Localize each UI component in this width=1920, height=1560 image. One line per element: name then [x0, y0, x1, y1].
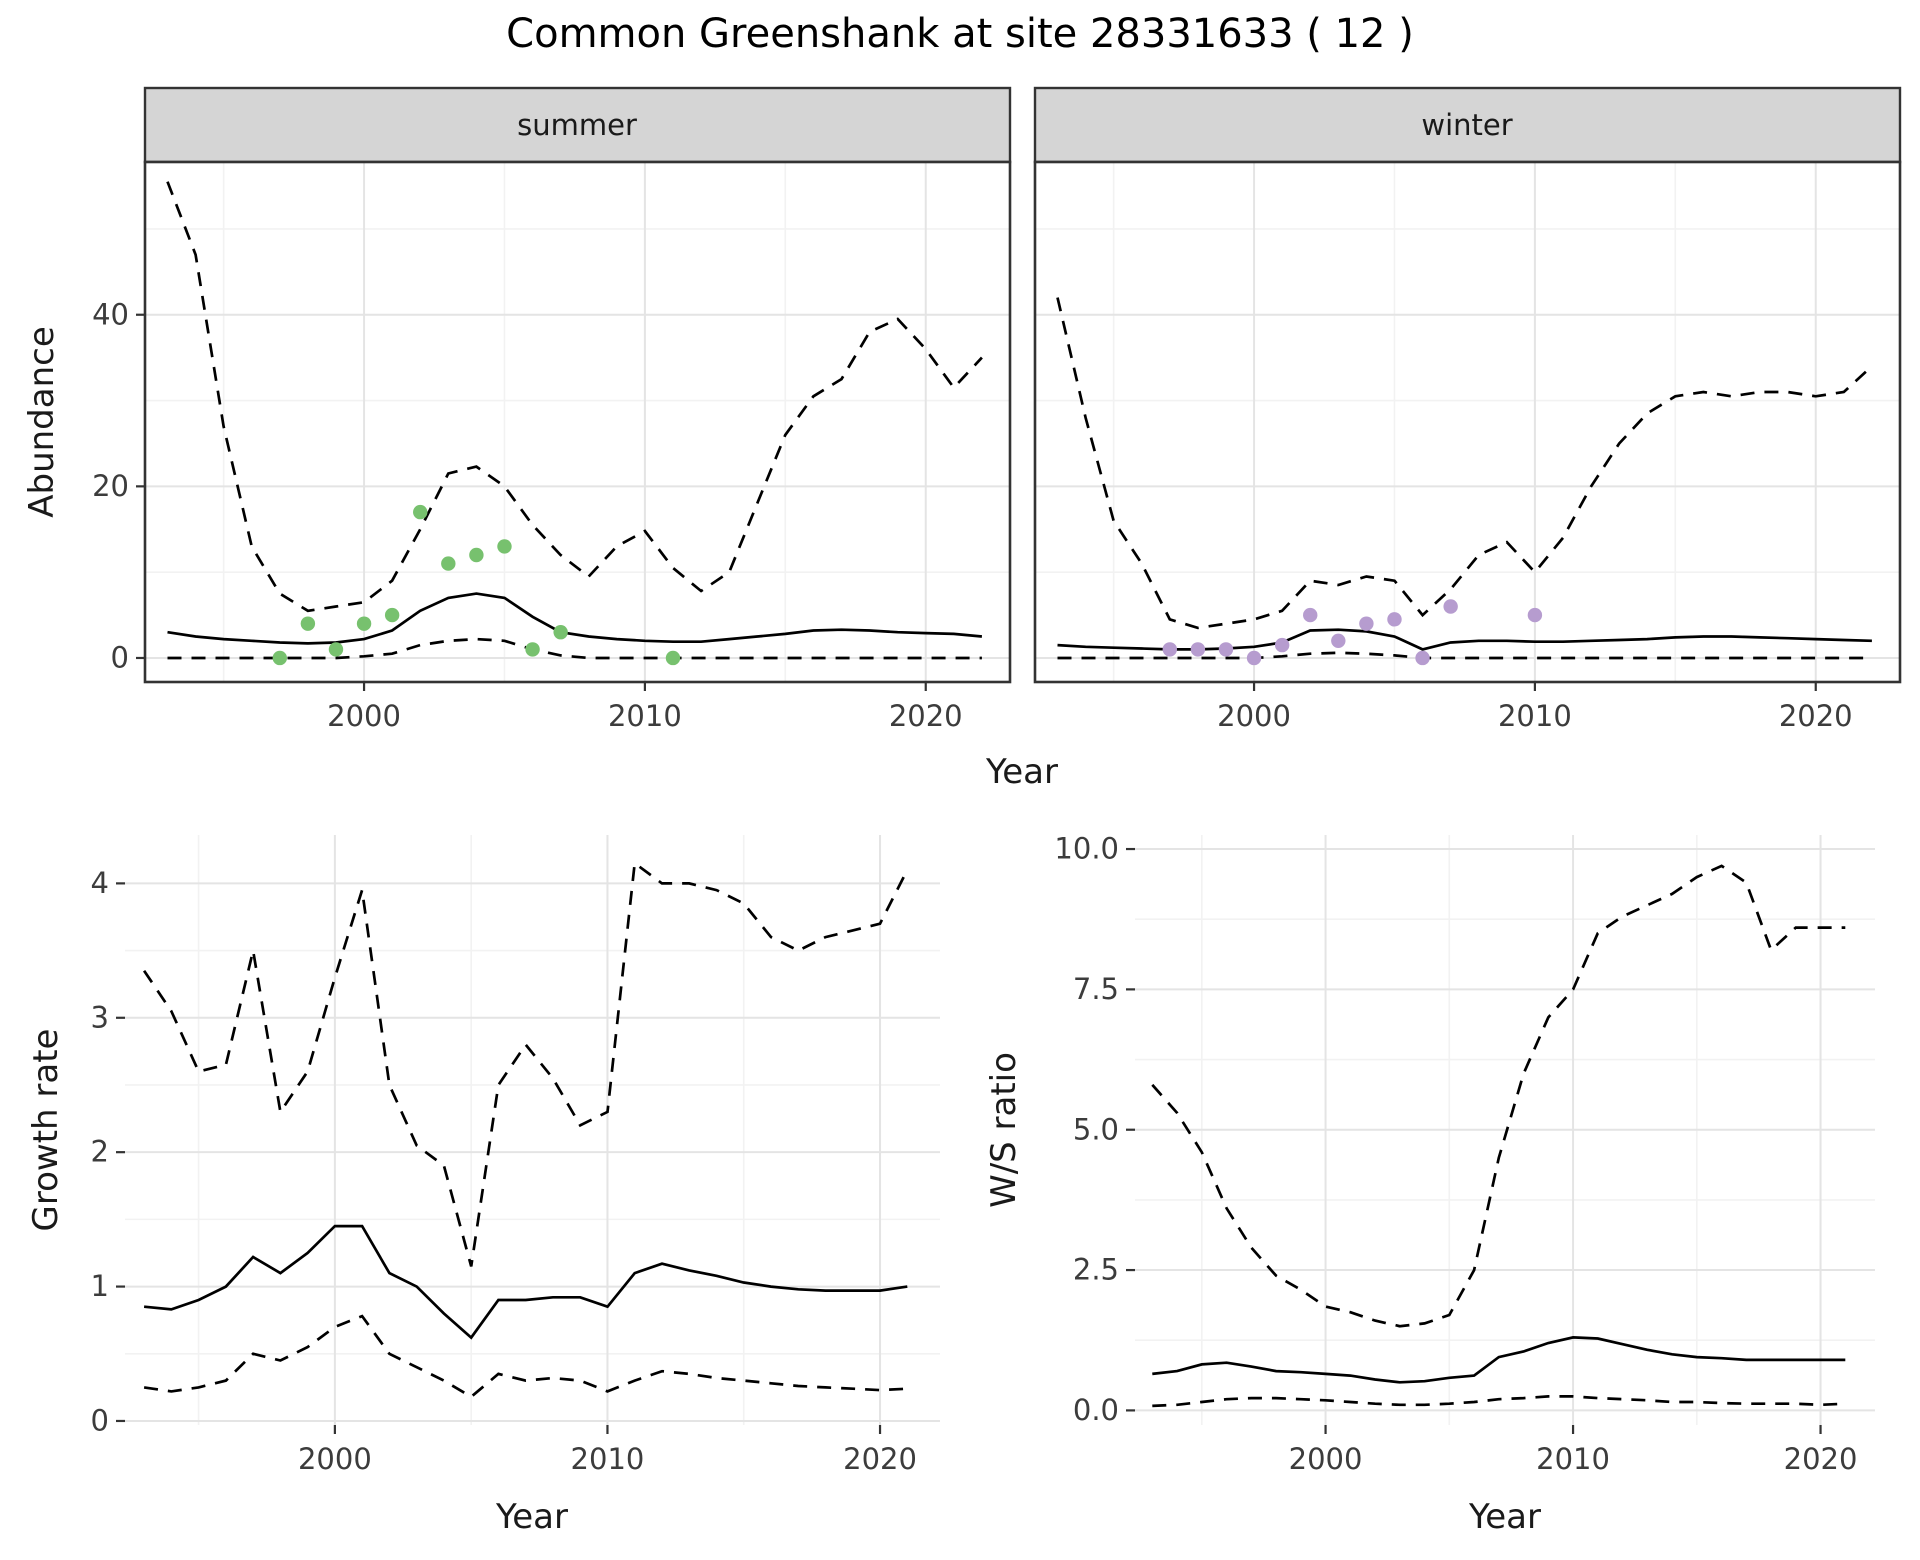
panel-border-winter	[1033, 160, 1902, 684]
observation-point-winter	[1415, 650, 1430, 666]
x-tick-label: 2000	[1217, 699, 1291, 733]
facet-strip-winter: winter	[1421, 108, 1513, 142]
panel-background-summer	[145, 162, 1010, 682]
series-lower_95ci-winter	[1057, 651, 1872, 660]
x-tick-label: 2000	[327, 699, 401, 733]
top-year-axis-title: Year	[986, 752, 1058, 792]
growth-rate-axis-title: Growth rate	[26, 1028, 66, 1232]
observation-point-winter	[1527, 607, 1543, 623]
y-tick-label: 2	[91, 1135, 109, 1169]
series-upper_95ci-winter	[1056, 297, 1873, 630]
observation-point-winter	[1246, 650, 1262, 666]
observation-point-winter	[1274, 637, 1290, 653]
ratio-year-axis-title: Year	[1469, 1497, 1541, 1537]
panel-background-growth	[125, 835, 940, 1425]
observation-point-winter	[1331, 633, 1346, 649]
x-tick-label: 2020	[1784, 1442, 1858, 1476]
observation-point-summer	[384, 607, 400, 623]
panel-border-summer	[143, 160, 1012, 684]
observation-point-winter	[1303, 607, 1318, 623]
x-tick-label: 2010	[608, 699, 682, 733]
series-mean-growth	[143, 1224, 908, 1340]
series-lower_95ci-summer	[167, 637, 982, 660]
ws-ratio-axis-title: W/S ratio	[984, 1052, 1024, 1208]
x-tick-label: 2010	[571, 1442, 645, 1476]
x-tick-label: 2020	[889, 699, 963, 733]
observation-point-summer	[300, 616, 316, 631]
observation-point-winter	[1443, 599, 1458, 614]
observation-point-summer	[497, 539, 512, 554]
observation-point-summer	[469, 547, 484, 563]
y-tick-label: 1	[91, 1269, 109, 1303]
observation-point-summer	[413, 504, 428, 520]
y-tick-label: 7.5	[1073, 972, 1119, 1006]
x-tick-label: 2000	[298, 1442, 372, 1476]
y-tick-label: 2.5	[1073, 1253, 1119, 1287]
observation-point-summer	[272, 650, 288, 666]
observation-point-summer	[665, 650, 681, 666]
growth-year-axis-title: Year	[496, 1497, 568, 1537]
y-tick-label: 0	[111, 641, 129, 675]
observation-point-summer	[356, 616, 372, 631]
abundance-axis-title: Abundance	[22, 326, 62, 518]
observation-point-summer	[441, 556, 456, 571]
observation-point-summer	[553, 625, 568, 640]
series-upper_95ci-summer	[166, 181, 983, 613]
y-tick-label: 5.0	[1073, 1112, 1119, 1146]
y-tick-label: 3	[91, 1000, 109, 1034]
observation-point-summer	[328, 642, 344, 657]
facet-strip-summer	[143, 86, 1012, 164]
observation-point-winter	[1218, 642, 1234, 657]
y-tick-label: 20	[92, 469, 129, 503]
series-mean-ratio	[1152, 1336, 1846, 1384]
observation-point-summer	[525, 642, 540, 657]
y-tick-label: 0	[91, 1404, 109, 1438]
x-tick-label: 2010	[1498, 699, 1572, 733]
series-lower_95ci-growth	[143, 1314, 908, 1399]
x-tick-label: 2020	[1779, 699, 1853, 733]
y-tick-label: 4	[91, 866, 109, 900]
facet-strip-summer: summer	[517, 108, 637, 142]
series-mean-summer	[167, 592, 983, 645]
y-tick-label: 0.0	[1073, 1393, 1119, 1427]
y-tick-label: 10.0	[1054, 832, 1119, 866]
x-tick-label: 2010	[1536, 1442, 1610, 1476]
x-tick-label: 2020	[843, 1442, 917, 1476]
observation-point-winter	[1387, 612, 1402, 627]
y-tick-label: 40	[92, 297, 129, 331]
observation-point-winter	[1190, 642, 1206, 657]
observation-point-winter	[1162, 642, 1178, 657]
x-tick-label: 2000	[1289, 1442, 1363, 1476]
observation-point-winter	[1359, 616, 1374, 631]
series-upper_95ci-growth	[142, 860, 909, 1267]
series-lower_95ci-ratio	[1152, 1395, 1846, 1408]
panel-background-winter	[1035, 162, 1900, 682]
series-upper_95ci-ratio	[1151, 864, 1846, 1328]
page-title: Common Greenshank at site 28331633 ( 12 …	[506, 11, 1414, 57]
